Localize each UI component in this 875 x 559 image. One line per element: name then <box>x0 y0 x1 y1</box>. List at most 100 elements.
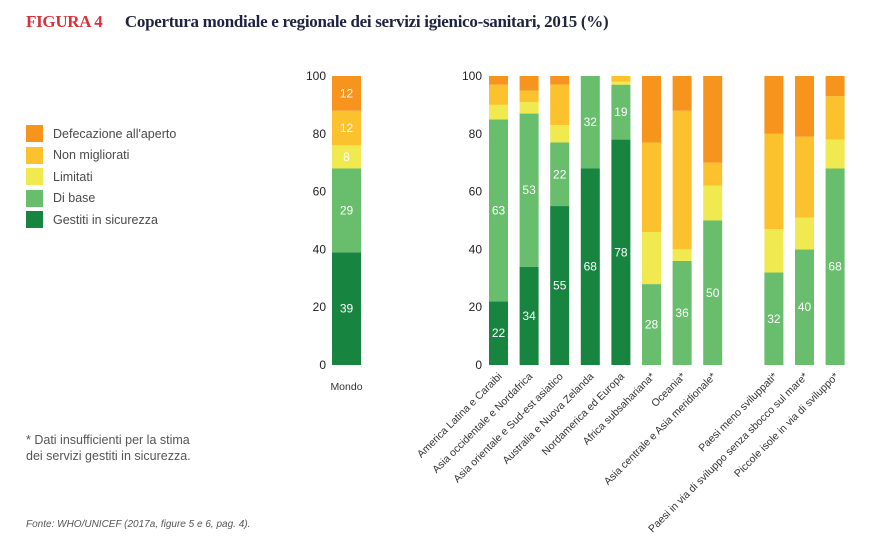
bar-segment <box>519 113 539 267</box>
bar-segment <box>550 76 570 85</box>
bar-segment <box>795 217 814 250</box>
bar-segment <box>550 142 570 207</box>
bar-segment <box>489 301 508 365</box>
bar-segment <box>611 84 631 140</box>
legend-item-limited: Limitati <box>26 166 176 188</box>
bar-segment <box>764 76 784 134</box>
bar-value-label: 32 <box>584 115 598 129</box>
legend-item-basic: Di base <box>26 188 176 210</box>
bar-segment <box>672 260 692 365</box>
legend-swatch <box>26 189 43 207</box>
bar-segment <box>642 142 661 233</box>
bar-value-label: 50 <box>706 286 720 300</box>
legend-label: Di base <box>53 191 96 206</box>
legend-swatch <box>26 168 43 186</box>
bar-segment <box>489 119 508 302</box>
figure-title-row: FIGURA 4 Copertura mondiale e regionale … <box>26 12 609 32</box>
legend-label: Gestiti in sicurezza <box>53 212 158 227</box>
source-note: Fonte: WHO/UNICEF (2017a, figure 5 e 6, … <box>26 519 251 530</box>
bar-segment <box>672 110 692 250</box>
bar-segment <box>795 76 814 137</box>
y-tick-label: 80 <box>469 127 483 141</box>
bar-value-label: 12 <box>340 86 354 100</box>
legend-item-unimproved: Non migliorati <box>26 145 176 167</box>
legend-swatch <box>26 125 43 143</box>
bar-segment <box>519 90 539 103</box>
y-tick-label: 20 <box>313 300 327 314</box>
footnote: * Dati insufficienti per la stima dei se… <box>26 432 286 464</box>
x-tick-label: Mondo <box>330 381 362 393</box>
bar-segment <box>672 249 692 261</box>
bar-segment <box>332 252 361 365</box>
bar-value-label: 39 <box>340 302 354 316</box>
bar-value-label: 36 <box>675 306 689 320</box>
legend-swatch <box>26 146 43 164</box>
bar-segment <box>489 84 508 105</box>
bar-value-label: 22 <box>553 167 567 181</box>
y-tick-label: 60 <box>313 185 327 199</box>
bar-value-label: 19 <box>614 105 628 119</box>
bar-value-label: 22 <box>492 326 506 340</box>
figure-title: Copertura mondiale e regionale dei servi… <box>124 12 609 31</box>
y-tick-label: 80 <box>313 127 327 141</box>
figure-number: FIGURA 4 <box>26 12 103 31</box>
bar-segment <box>580 168 600 365</box>
legend: Defecazione all'aperto Non migliorati Li… <box>26 123 176 231</box>
footnote-line-1: * Dati insufficienti per la stima <box>26 433 190 447</box>
y-tick-label: 0 <box>319 358 326 372</box>
bar-segment <box>825 76 845 97</box>
bar-segment <box>825 168 845 365</box>
legend-item-open-defecation: Defecazione all'aperto <box>26 123 176 145</box>
bar-segment <box>672 76 692 111</box>
bar-segment <box>764 133 784 230</box>
bar-value-label: 68 <box>584 260 598 274</box>
bar-segment <box>611 76 631 82</box>
y-tick-label: 100 <box>462 69 482 83</box>
bar-segment <box>550 206 570 365</box>
bar-segment <box>642 232 661 285</box>
bar-segment <box>489 76 508 85</box>
y-tick-label: 20 <box>469 300 483 314</box>
bar-value-label: 12 <box>340 121 354 135</box>
legend-label: Defecazione all'aperto <box>53 126 177 141</box>
bar-segment <box>703 162 723 186</box>
y-tick-label: 40 <box>313 242 327 256</box>
bar-value-label: 28 <box>645 318 659 332</box>
bar-segment <box>795 136 814 218</box>
y-tick-label: 60 <box>469 185 483 199</box>
bar-value-label: 78 <box>614 245 628 259</box>
bar-value-label: 29 <box>340 203 354 217</box>
y-tick-label: 0 <box>475 358 482 372</box>
bar-segment <box>489 104 508 120</box>
bar-segment <box>642 284 661 365</box>
bar-segment <box>332 145 361 169</box>
bar-segment <box>519 76 539 91</box>
bar-value-label: 8 <box>343 150 350 164</box>
y-tick-label: 100 <box>306 69 326 83</box>
legend-item-safely-managed: Gestiti in sicurezza <box>26 209 176 231</box>
bar-value-label: 40 <box>798 300 812 314</box>
bar-value-label: 32 <box>767 312 781 326</box>
bar-segment <box>332 168 361 253</box>
bar-value-label: 55 <box>553 279 567 293</box>
bar-segment <box>703 185 723 221</box>
bar-value-label: 63 <box>492 203 506 217</box>
bar-segment <box>332 110 361 146</box>
footnote-line-2: dei servizi gestiti in sicurezza. <box>26 449 191 463</box>
bar-segment <box>519 266 539 365</box>
bar-segment <box>825 96 845 140</box>
bar-segment <box>332 76 361 111</box>
bar-value-label: 53 <box>522 183 536 197</box>
legend-label: Non migliorati <box>53 148 130 163</box>
bar-segment <box>611 139 631 365</box>
bar-segment <box>550 84 570 126</box>
bar-segment <box>703 220 723 365</box>
legend-swatch <box>26 211 43 229</box>
bar-segment <box>580 76 600 169</box>
bar-segment <box>703 76 723 163</box>
bar-segment <box>764 229 784 273</box>
bar-value-label: 34 <box>522 309 536 323</box>
bar-segment <box>519 102 539 114</box>
bar-value-label: 68 <box>828 260 842 274</box>
